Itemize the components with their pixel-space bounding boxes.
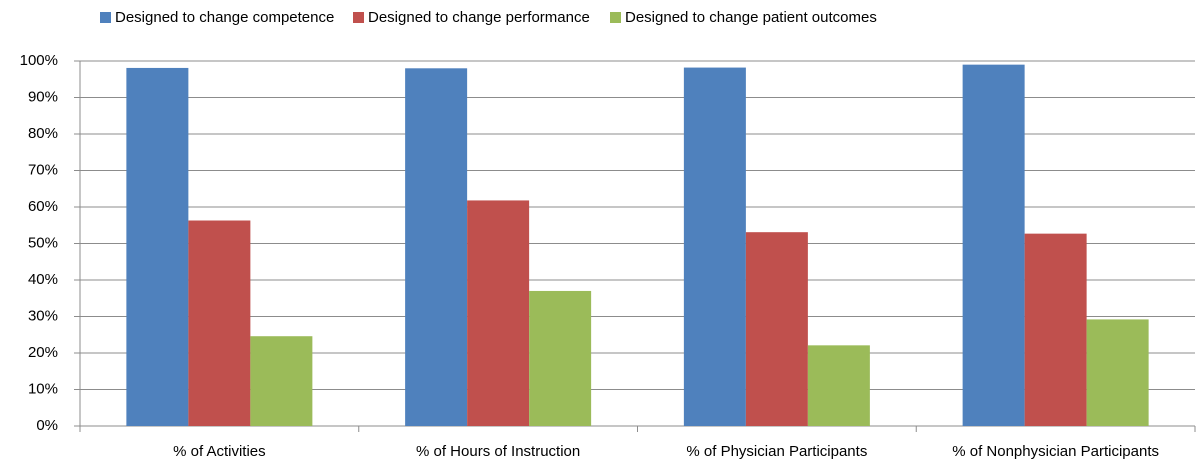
y-tick-label: 60% bbox=[28, 198, 58, 215]
bar bbox=[683, 67, 746, 426]
y-tick-label: 80% bbox=[28, 125, 58, 142]
x-tick-label: % of Activities bbox=[173, 443, 266, 460]
bar bbox=[807, 345, 870, 426]
legend-swatch bbox=[610, 12, 621, 23]
bar bbox=[126, 67, 189, 426]
x-tick-label: % of Nonphysician Participants bbox=[952, 443, 1159, 460]
legend-swatch bbox=[100, 12, 111, 23]
y-tick-label: 20% bbox=[28, 344, 58, 361]
bar bbox=[188, 220, 251, 426]
bar bbox=[745, 232, 808, 426]
y-tick-label: 0% bbox=[36, 417, 58, 434]
y-tick-label: 10% bbox=[28, 380, 58, 397]
x-tick-label: % of Physician Participants bbox=[686, 443, 867, 460]
bar bbox=[467, 200, 530, 426]
y-tick-label: 40% bbox=[28, 271, 58, 288]
bar bbox=[529, 290, 592, 426]
y-tick-label: 90% bbox=[28, 88, 58, 105]
legend-label: Designed to change competence bbox=[115, 9, 334, 26]
bar bbox=[250, 336, 313, 426]
x-tick-label: % of Hours of Instruction bbox=[416, 443, 580, 460]
y-tick-label: 30% bbox=[28, 307, 58, 324]
legend-swatch bbox=[353, 12, 364, 23]
bar bbox=[405, 68, 468, 427]
bar bbox=[962, 64, 1025, 427]
bar bbox=[1024, 233, 1087, 426]
y-tick-label: 50% bbox=[28, 234, 58, 251]
y-tick-label: 100% bbox=[20, 52, 58, 69]
legend-label: Designed to change performance bbox=[368, 9, 590, 26]
y-tick-label: 70% bbox=[28, 161, 58, 178]
legend-label: Designed to change patient outcomes bbox=[625, 9, 877, 26]
bar bbox=[1086, 319, 1149, 426]
